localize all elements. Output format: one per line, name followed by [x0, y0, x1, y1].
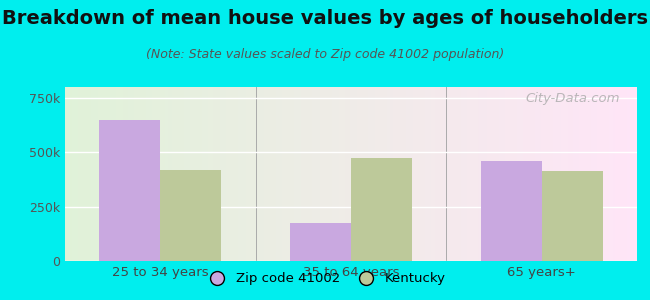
Bar [99, 120, 161, 261]
Text: City-Data.com: City-Data.com [525, 92, 620, 105]
Bar [161, 169, 222, 261]
Bar [541, 171, 603, 261]
Bar [480, 161, 541, 261]
Text: Breakdown of mean house values by ages of householders: Breakdown of mean house values by ages o… [2, 9, 648, 28]
Bar [290, 223, 351, 261]
Bar [351, 158, 412, 261]
Legend: Zip code 41002, Kentucky: Zip code 41002, Kentucky [199, 267, 451, 290]
Text: (Note: State values scaled to Zip code 41002 population): (Note: State values scaled to Zip code 4… [146, 48, 504, 61]
